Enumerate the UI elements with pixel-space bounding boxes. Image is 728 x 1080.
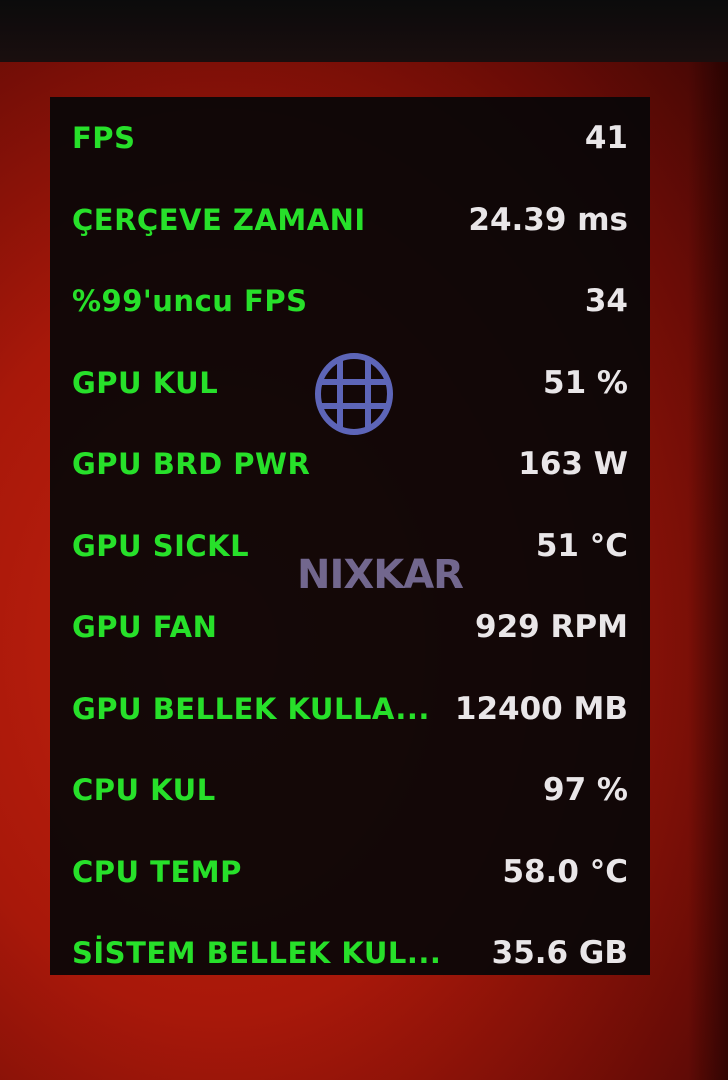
metric-label: CPU TEMP bbox=[72, 854, 242, 889]
metric-label: GPU SICKL bbox=[72, 528, 250, 563]
metric-value: 35.6 GB bbox=[491, 935, 628, 971]
metric-row: %99'uncu FPS 34 bbox=[72, 271, 628, 331]
metric-row: CPU TEMP 58.0 °C bbox=[72, 842, 628, 902]
metric-row: GPU BRD PWR 163 W bbox=[72, 434, 628, 494]
metric-label: SİSTEM BELLEK KUL... bbox=[72, 936, 442, 970]
metric-value: 163 W bbox=[518, 446, 628, 482]
metric-value: 58.0 °C bbox=[502, 853, 628, 890]
metric-label: GPU BRD PWR bbox=[72, 447, 311, 481]
metric-label: FPS bbox=[72, 121, 136, 155]
metric-value: 12400 MB bbox=[454, 690, 628, 727]
metric-value: 41 bbox=[584, 120, 628, 156]
metric-row: FPS 41 bbox=[72, 108, 628, 168]
background-shade bbox=[688, 62, 728, 1080]
metric-row: GPU FAN 929 RPM bbox=[72, 597, 628, 657]
metric-row: GPU KUL 51 % bbox=[72, 353, 628, 413]
metric-value: 51 % bbox=[543, 364, 628, 401]
metric-row: ÇERÇEVE ZAMANI 24.39 ms bbox=[72, 190, 628, 250]
metric-row: GPU BELLEK KULLA... 12400 MB bbox=[72, 679, 628, 739]
metric-label: GPU FAN bbox=[72, 610, 218, 644]
performance-overlay: FPS 41 ÇERÇEVE ZAMANI 24.39 ms %99'uncu FPS 3… bbox=[50, 97, 650, 975]
metric-label: GPU BELLEK KULLA... bbox=[72, 691, 430, 726]
metric-value: 929 RPM bbox=[475, 609, 628, 645]
metric-label: CPU KUL bbox=[72, 773, 216, 807]
metric-row: SİSTEM BELLEK KUL... 35.6 GB bbox=[72, 923, 628, 983]
metric-value: 97 % bbox=[543, 772, 628, 808]
metric-value: 24.39 ms bbox=[468, 201, 628, 238]
monitor-bezel bbox=[0, 0, 728, 62]
metric-value: 34 bbox=[584, 283, 628, 319]
metric-label: GPU KUL bbox=[72, 365, 219, 400]
metric-label: %99'uncu FPS bbox=[72, 284, 308, 318]
metric-row: CPU KUL 97 % bbox=[72, 760, 628, 820]
metric-row: GPU SICKL 51 °C bbox=[72, 516, 628, 576]
metric-value: 51 °C bbox=[535, 527, 628, 564]
metric-label: ÇERÇEVE ZAMANI bbox=[72, 202, 366, 237]
watermark-text: NIXKAR bbox=[297, 552, 464, 598]
globe-icon bbox=[315, 353, 393, 435]
